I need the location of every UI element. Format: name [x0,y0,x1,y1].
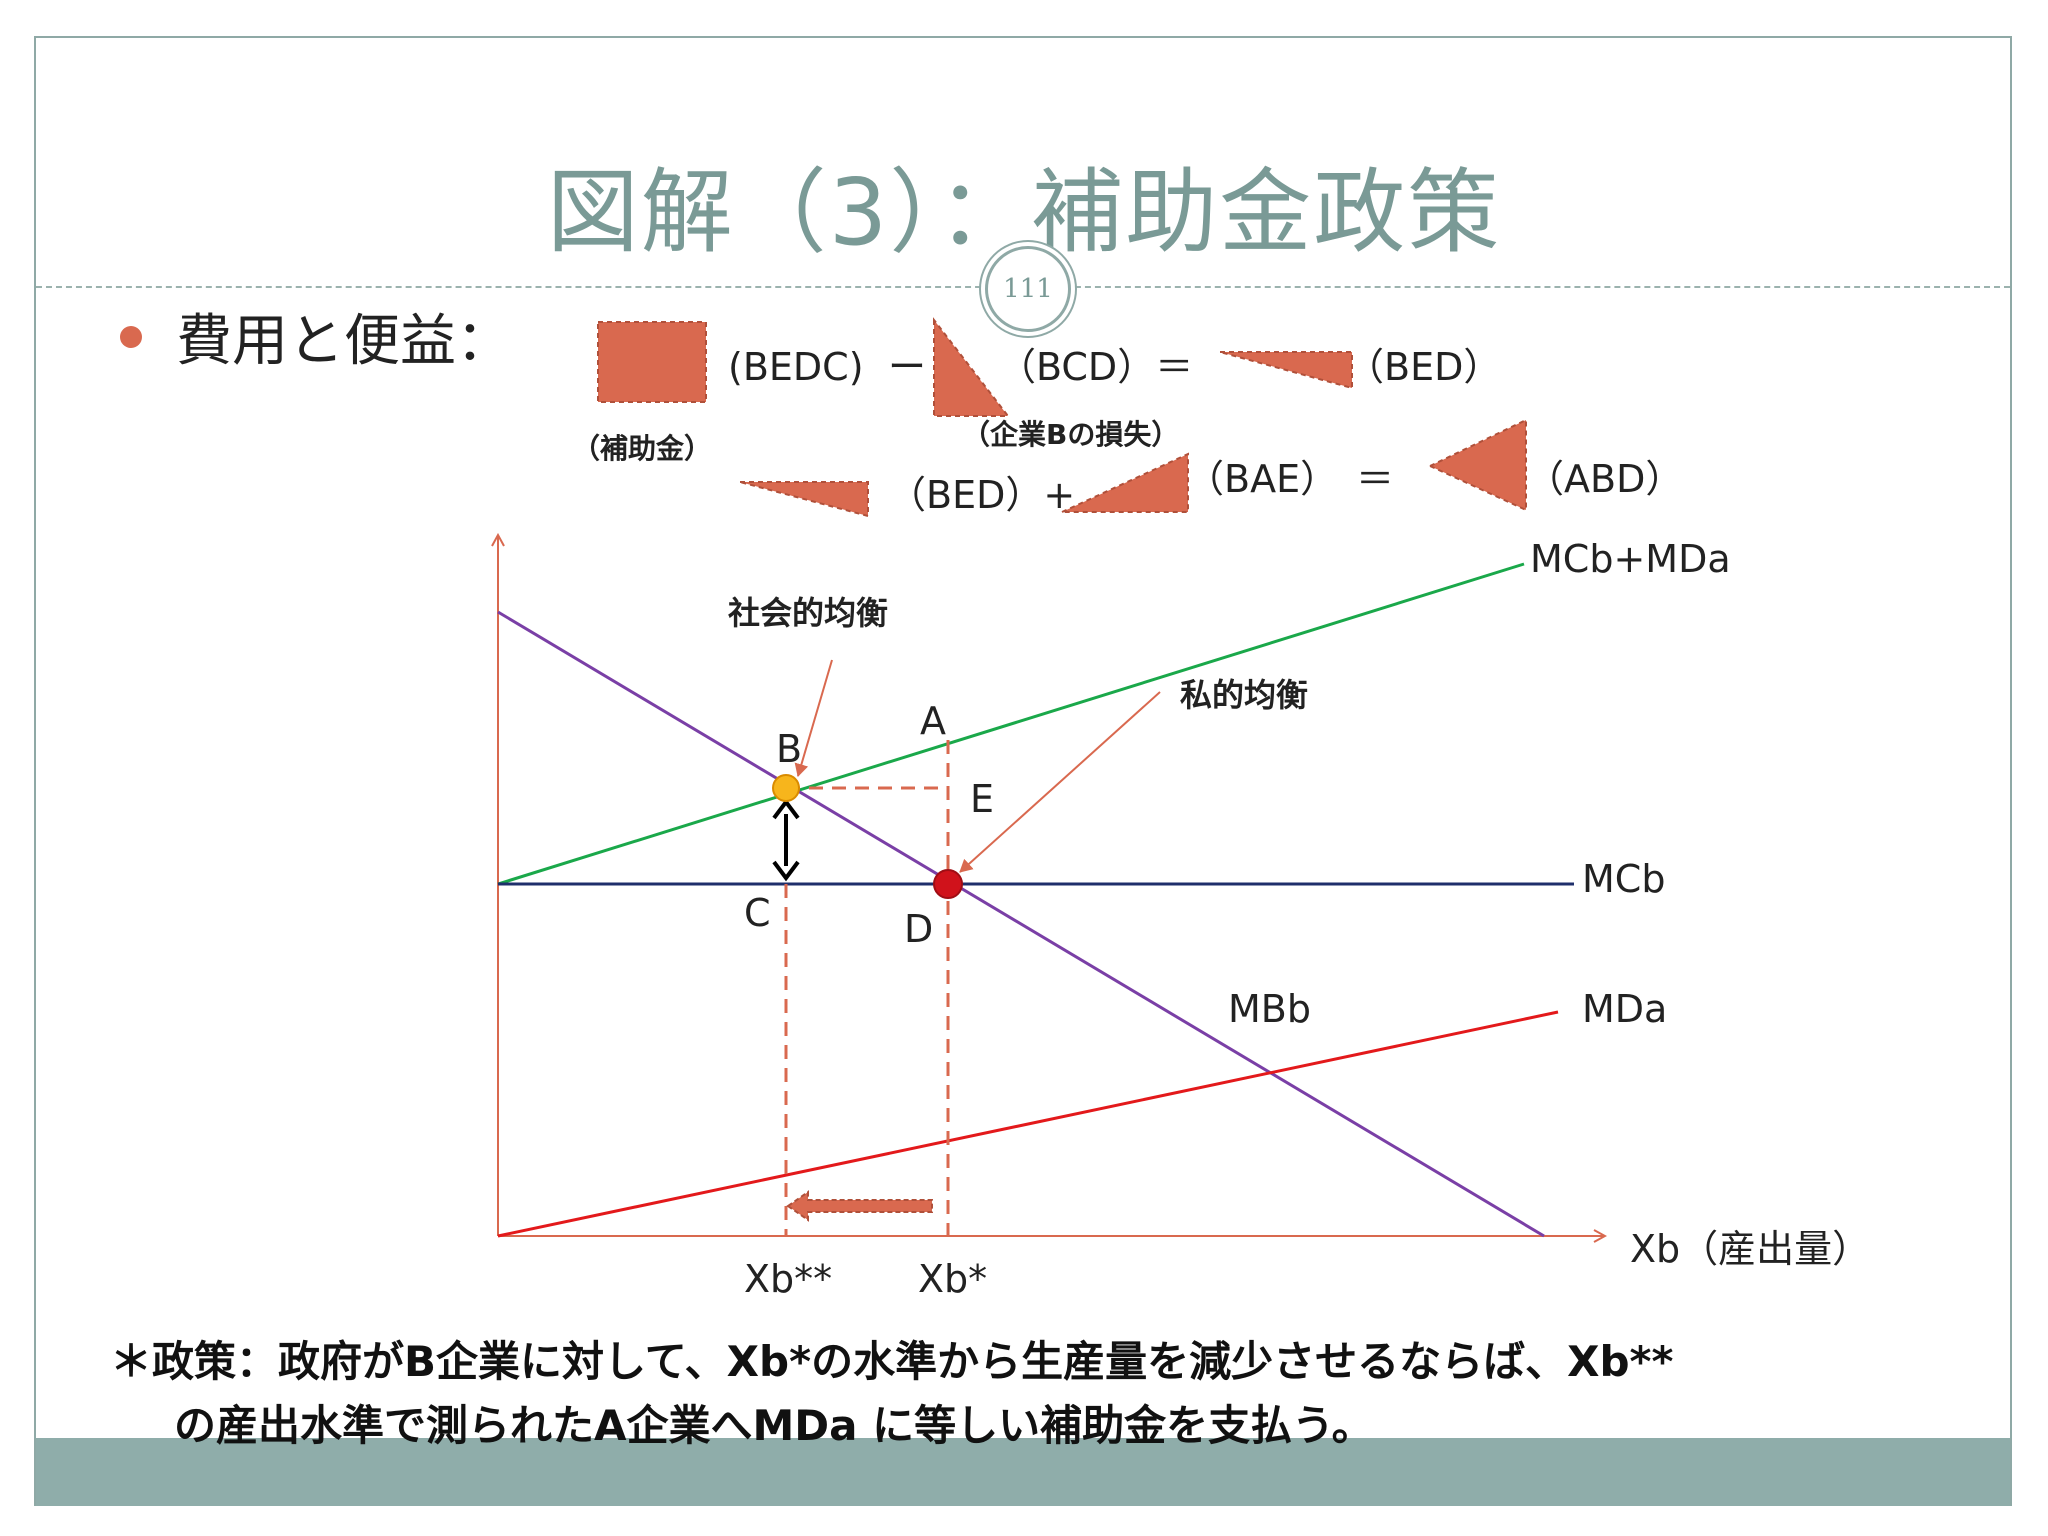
label-mcb-mda: MCb+MDa [1530,537,1731,581]
bae-triangle-shape [1061,452,1189,513]
label-point-b: B [776,727,802,771]
social-pointer-arrow [794,659,833,777]
page-number-badge: 111 [985,246,1071,332]
point-b-marker [772,774,800,802]
label-mda: MDa [1582,987,1667,1031]
left-shift-arrow [786,1190,933,1222]
bcd-triangle-shape [933,317,1011,417]
label-mcb: MCb [1582,857,1665,901]
abd-triangle-shape [1427,418,1527,512]
mda-curve [497,1010,1559,1238]
eq-minus: ー [888,345,926,389]
label-private-equilibrium: 私的均衡 [1180,676,1308,714]
tick-xb-star: Xb* [918,1257,987,1301]
private-pointer-arrow [959,691,1161,873]
footnote-line-1: ＊政策：政府がB企業に対して、Xb*の水準から生産量を減少させるならば、Xb** [110,1337,1674,1386]
x-axis-label: Xb（産出量） [1630,1227,1870,1271]
eq-bedc: (BEDC) [728,345,864,389]
eq-bcd: （BCD）＝ [998,345,1193,389]
eq-bed-1: （BED） [1346,345,1501,389]
label-point-c: C [744,891,771,935]
label-social-equilibrium: 社会的均衡 [728,594,888,632]
costs-benefits-heading: 費用と便益： [176,309,512,374]
eq-bae: （BAE） [1186,457,1338,501]
bc-arrowhead-bottom [772,860,800,882]
eq-loss-label: （企業Bの損失） [962,418,1179,451]
bullet-dot [120,326,142,348]
eq-abd: （ABD） [1526,457,1683,501]
label-point-e: E [970,777,994,821]
mbb-curve [497,610,1545,1238]
eq-subsidy-label: （補助金） [572,432,712,465]
eq-equals: ＝ [1356,457,1394,501]
eq-bed-2: （BED）+ [888,473,1075,517]
subsidy-square-shape [597,321,707,403]
tick-xb-star-star: Xb** [744,1257,832,1301]
label-point-a: A [920,699,946,743]
policy-footnote: ＊政策：政府がB企業に対して、Xb*の水準から生産量を減少させるならば、Xb**… [110,1330,1673,1458]
label-mbb: MBb [1228,987,1311,1031]
point-d-marker [933,869,963,899]
mcb-mda-curve [497,562,1525,886]
bottom-band [36,1438,2010,1506]
label-point-d: D [904,907,933,951]
bed-triangle-shape-2 [739,481,869,518]
bed-triangle-shape-1 [1219,351,1353,390]
footnote-line-2: の産出水準で測られたA企業へMDa に等しい補助金を支払う。 [174,1401,1374,1450]
